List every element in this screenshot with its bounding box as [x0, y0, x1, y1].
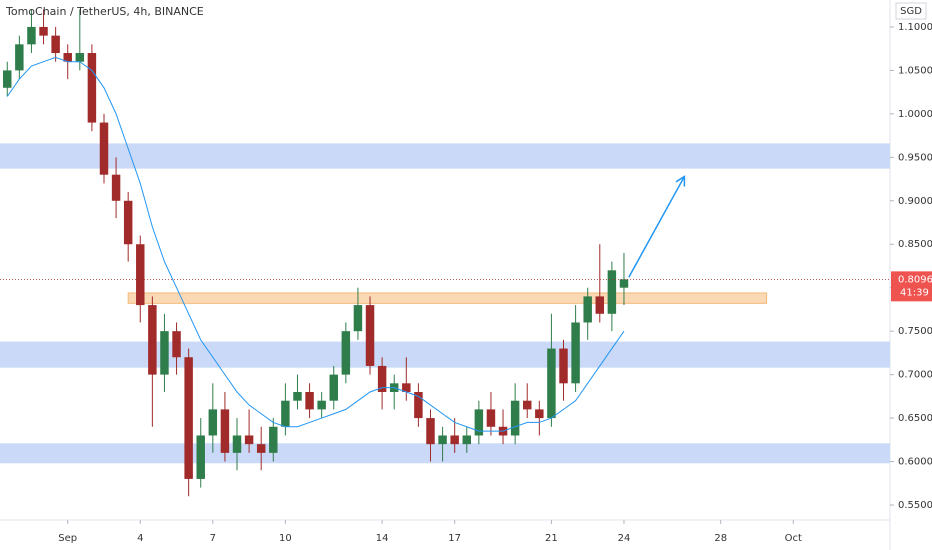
candle-body — [595, 296, 605, 314]
candle-body — [365, 305, 375, 366]
y-tick-label: 0.8500 — [898, 239, 932, 250]
candle-body — [353, 305, 363, 332]
candle-body — [75, 53, 85, 62]
candle-body — [160, 331, 169, 375]
zone — [0, 443, 890, 464]
candle-body — [510, 400, 520, 436]
candle-body — [486, 409, 496, 427]
y-tick-label: 0.9500 — [898, 152, 932, 163]
candle-body — [522, 400, 532, 410]
x-tick-label: 17 — [448, 533, 461, 544]
zone — [127, 292, 768, 304]
y-tick-label: 1.1000 — [898, 22, 932, 33]
zone — [0, 143, 890, 169]
candle-body — [293, 392, 302, 401]
candle-body — [438, 435, 447, 445]
candle-body — [99, 122, 109, 175]
candle-body — [220, 409, 230, 453]
y-tick-label: 0.7500 — [898, 326, 932, 337]
x-tick-label: 7 — [210, 533, 216, 544]
currency-box[interactable] — [895, 2, 927, 20]
candle-body — [281, 400, 290, 427]
x-tick-label: Oct — [785, 533, 802, 544]
forecast-arrow-head — [675, 175, 686, 187]
candle-body — [39, 26, 48, 36]
ema-line — [6, 56, 625, 432]
candle-body — [377, 365, 387, 393]
candle-body — [148, 305, 157, 375]
candle-body — [414, 392, 423, 419]
candle-body — [232, 435, 242, 453]
x-tick-label: Sep — [58, 533, 77, 544]
y-tick-label: 0.9000 — [898, 196, 932, 207]
candle-body — [305, 392, 314, 410]
candle-body — [269, 426, 278, 453]
y-tick-label: 0.6500 — [898, 413, 932, 424]
candle-body — [402, 383, 411, 393]
x-tick-label: 28 — [714, 533, 727, 544]
x-tick-label: 14 — [376, 533, 389, 544]
candle-body — [87, 53, 97, 123]
countdown: 41:39 — [900, 287, 929, 298]
x-tick-label: 21 — [545, 533, 558, 544]
last-price-box — [891, 271, 932, 302]
candle-body — [317, 400, 326, 410]
x-tick-label: 24 — [618, 533, 631, 544]
forecast-arrow — [628, 176, 686, 278]
y-tick-label: 0.6000 — [898, 457, 932, 468]
x-tick-label: 10 — [279, 533, 292, 544]
candle-body — [111, 174, 121, 201]
currency[interactable]: SGD — [900, 6, 922, 17]
candle-body — [571, 322, 580, 384]
zone — [0, 341, 890, 368]
candle-body — [256, 444, 266, 453]
candle-body — [63, 53, 72, 62]
candle-body — [136, 244, 145, 306]
x-tick-label: 4 — [137, 533, 143, 544]
last-price: 0.8096 — [898, 274, 932, 285]
candle-body — [583, 296, 592, 323]
candle-body — [51, 35, 60, 54]
candle-body — [607, 270, 617, 314]
candle-body — [196, 435, 205, 479]
candle-body — [535, 409, 544, 419]
y-tick-label: 0.7000 — [898, 370, 932, 381]
candle-body — [619, 279, 629, 288]
candle-body — [172, 331, 181, 358]
candle-body — [123, 200, 133, 245]
candle-body — [450, 435, 459, 445]
y-tick-label: 1.0500 — [898, 65, 932, 76]
candle-body — [547, 348, 556, 419]
candle-body — [15, 44, 24, 71]
candle-body — [3, 70, 12, 88]
marks — [3, 9, 686, 497]
chart-title: TomoChain / TetherUS, 4h, BINANCE — [5, 5, 204, 18]
candle-body — [559, 348, 568, 384]
candle-body — [474, 409, 484, 436]
candle-body — [27, 26, 36, 45]
candle-body — [426, 418, 435, 445]
y-tick-label: 0.5500 — [898, 500, 932, 511]
y-tick-label: 1.0000 — [898, 109, 932, 120]
candle-body — [184, 357, 193, 479]
candle-body — [208, 409, 218, 436]
candle-body — [244, 435, 254, 445]
candle-body — [329, 374, 338, 401]
candle-body — [462, 435, 471, 445]
candle-body — [341, 331, 351, 375]
